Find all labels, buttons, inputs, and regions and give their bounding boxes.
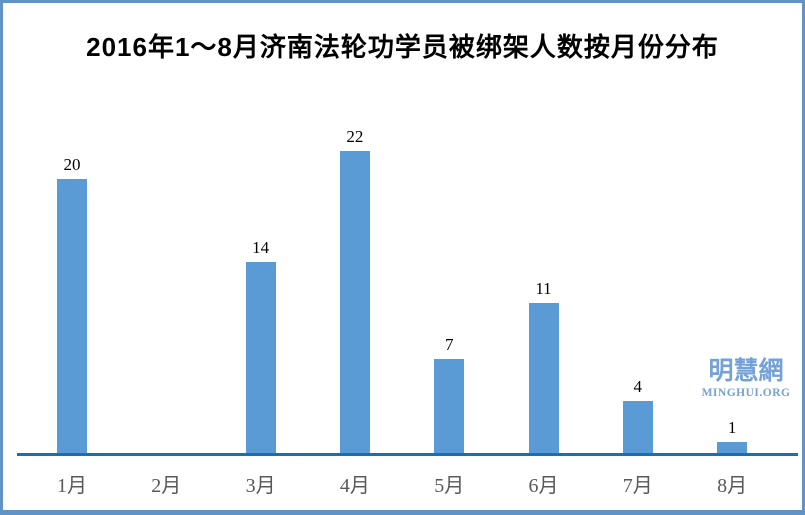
bar-value-label: 20: [63, 155, 81, 174]
x-axis-line: [17, 453, 798, 456]
bar-value-label: 11: [535, 279, 552, 298]
watermark-cjk-text: 明慧網: [708, 358, 784, 385]
bar-month-7: [622, 401, 653, 456]
minghui-watermark: 明慧網 MINGHUI.ORG: [700, 358, 792, 400]
x-axis-label: 1月: [57, 475, 87, 497]
x-axis-label: 6月: [528, 475, 559, 497]
bar-month-5: [434, 359, 465, 456]
x-axis-label: 2月: [151, 475, 182, 497]
bar-month-6: [528, 303, 559, 456]
x-axis-label: 3月: [245, 475, 276, 497]
x-axis-label: 5月: [434, 475, 465, 497]
bar-month-4: [339, 151, 370, 456]
bar-value-label: 7: [444, 335, 454, 354]
x-axis-label: 4月: [339, 475, 370, 497]
bar-value-label: 14: [252, 238, 270, 257]
bar-value-label: 4: [633, 377, 643, 396]
bar-month-1: [57, 179, 87, 456]
x-axis-label: 7月: [622, 475, 653, 497]
x-axis-label: 8月: [717, 475, 748, 497]
bar-value-label: 22: [346, 127, 364, 146]
bar-value-label: 1: [727, 418, 737, 437]
bar-month-3: [245, 262, 276, 456]
chart-title: 2016年1～8月济南法轮功学员被绑架人数按月份分布: [86, 32, 719, 62]
bar-month-8: [717, 442, 748, 456]
watermark-latin-text: MINGHUI.ORG: [701, 387, 791, 400]
